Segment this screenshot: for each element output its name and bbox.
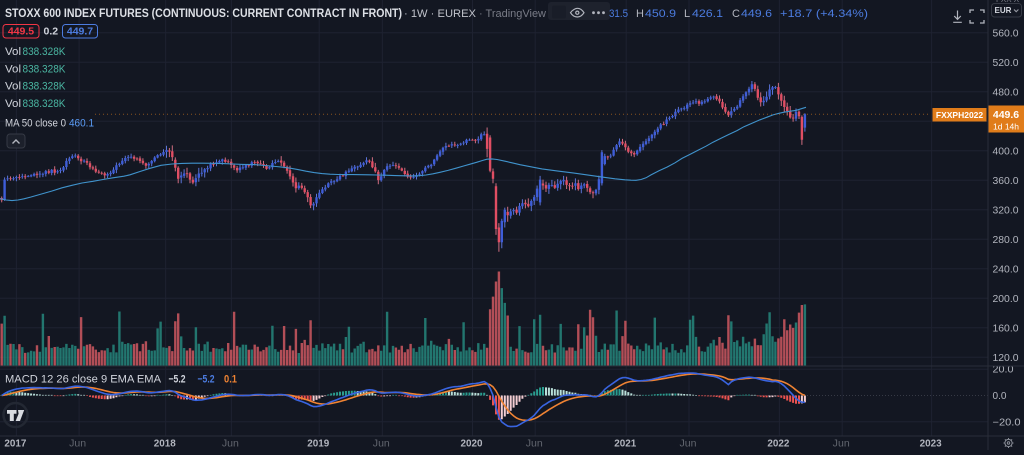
svg-text:2022: 2022 xyxy=(767,438,789,450)
svg-text:Jun: Jun xyxy=(222,438,239,450)
svg-text:31.5: 31.5 xyxy=(609,8,628,20)
svg-text:0.1: 0.1 xyxy=(224,374,237,386)
svg-text:EUR: EUR xyxy=(995,5,1012,15)
svg-text:H: H xyxy=(636,8,644,20)
svg-text:−20.0: −20.0 xyxy=(993,417,1021,428)
svg-text:−5.2: −5.2 xyxy=(198,374,215,386)
svg-text:Vol: Vol xyxy=(5,81,21,93)
svg-text:2020: 2020 xyxy=(461,438,483,450)
svg-text:449.5: 449.5 xyxy=(8,26,34,38)
svg-text:480.0: 480.0 xyxy=(993,87,1019,98)
svg-text:460.1: 460.1 xyxy=(69,118,94,130)
svg-text:2021: 2021 xyxy=(614,438,636,450)
svg-text:450.9: 450.9 xyxy=(645,8,676,20)
svg-text:Jun: Jun xyxy=(373,438,390,450)
svg-text:360.0: 360.0 xyxy=(993,176,1019,187)
svg-text:2017: 2017 xyxy=(4,438,26,450)
svg-text:· TradingView: · TradingView xyxy=(479,8,546,20)
svg-text:STOXX 600 INDEX FUTURES (CONTI: STOXX 600 INDEX FUTURES (CONTINUOUS: CUR… xyxy=(5,8,402,20)
svg-text:L: L xyxy=(684,8,690,20)
svg-text:400.0: 400.0 xyxy=(993,146,1019,157)
svg-text:Jun: Jun xyxy=(680,438,697,450)
svg-text:MA 50 close 0: MA 50 close 0 xyxy=(5,118,66,130)
svg-text:426.1: 426.1 xyxy=(692,8,723,20)
svg-text:838.328K: 838.328K xyxy=(23,46,67,58)
svg-text:2018: 2018 xyxy=(154,438,176,450)
svg-text:Jun: Jun xyxy=(526,438,543,450)
svg-text:120.0: 120.0 xyxy=(993,353,1019,364)
svg-text:449.6: 449.6 xyxy=(741,8,772,20)
svg-text:· 1W · EUREX: · 1W · EUREX xyxy=(404,8,477,20)
svg-text:FXXPH2022: FXXPH2022 xyxy=(936,110,984,120)
svg-text:200.0: 200.0 xyxy=(993,294,1019,305)
svg-text:560.0: 560.0 xyxy=(993,28,1019,39)
svg-text:FXX X: FXX X xyxy=(996,0,1020,4)
svg-text:Vol: Vol xyxy=(5,64,21,76)
svg-text:Jun: Jun xyxy=(69,438,86,450)
svg-text:C: C xyxy=(732,8,740,20)
svg-text:2023: 2023 xyxy=(920,438,942,450)
svg-text:240.0: 240.0 xyxy=(993,264,1019,275)
svg-text:Jun: Jun xyxy=(833,438,850,450)
svg-text:2019: 2019 xyxy=(307,438,329,450)
svg-text:−5.2: −5.2 xyxy=(169,374,186,386)
svg-text:280.0: 280.0 xyxy=(993,235,1019,246)
svg-text:0.0: 0.0 xyxy=(993,391,1007,402)
svg-text:0.2: 0.2 xyxy=(44,26,59,38)
svg-text:449.6: 449.6 xyxy=(993,109,1019,121)
svg-text:160.0: 160.0 xyxy=(993,323,1019,334)
svg-text:MACD 12 26 close 9 EMA EMA: MACD 12 26 close 9 EMA EMA xyxy=(5,374,162,386)
svg-text:838.328K: 838.328K xyxy=(23,64,67,76)
svg-text:838.328K: 838.328K xyxy=(23,81,67,93)
svg-text:449.7: 449.7 xyxy=(67,26,93,38)
svg-text:520.0: 520.0 xyxy=(993,58,1019,69)
svg-text:+18.7 (+4.34%): +18.7 (+4.34%) xyxy=(780,8,868,20)
svg-text:Vol: Vol xyxy=(5,98,21,110)
svg-text:320.0: 320.0 xyxy=(993,205,1019,216)
svg-text:838.328K: 838.328K xyxy=(23,98,67,110)
svg-text:1d 14h: 1d 14h xyxy=(993,122,1019,132)
svg-text:Vol: Vol xyxy=(5,46,21,58)
